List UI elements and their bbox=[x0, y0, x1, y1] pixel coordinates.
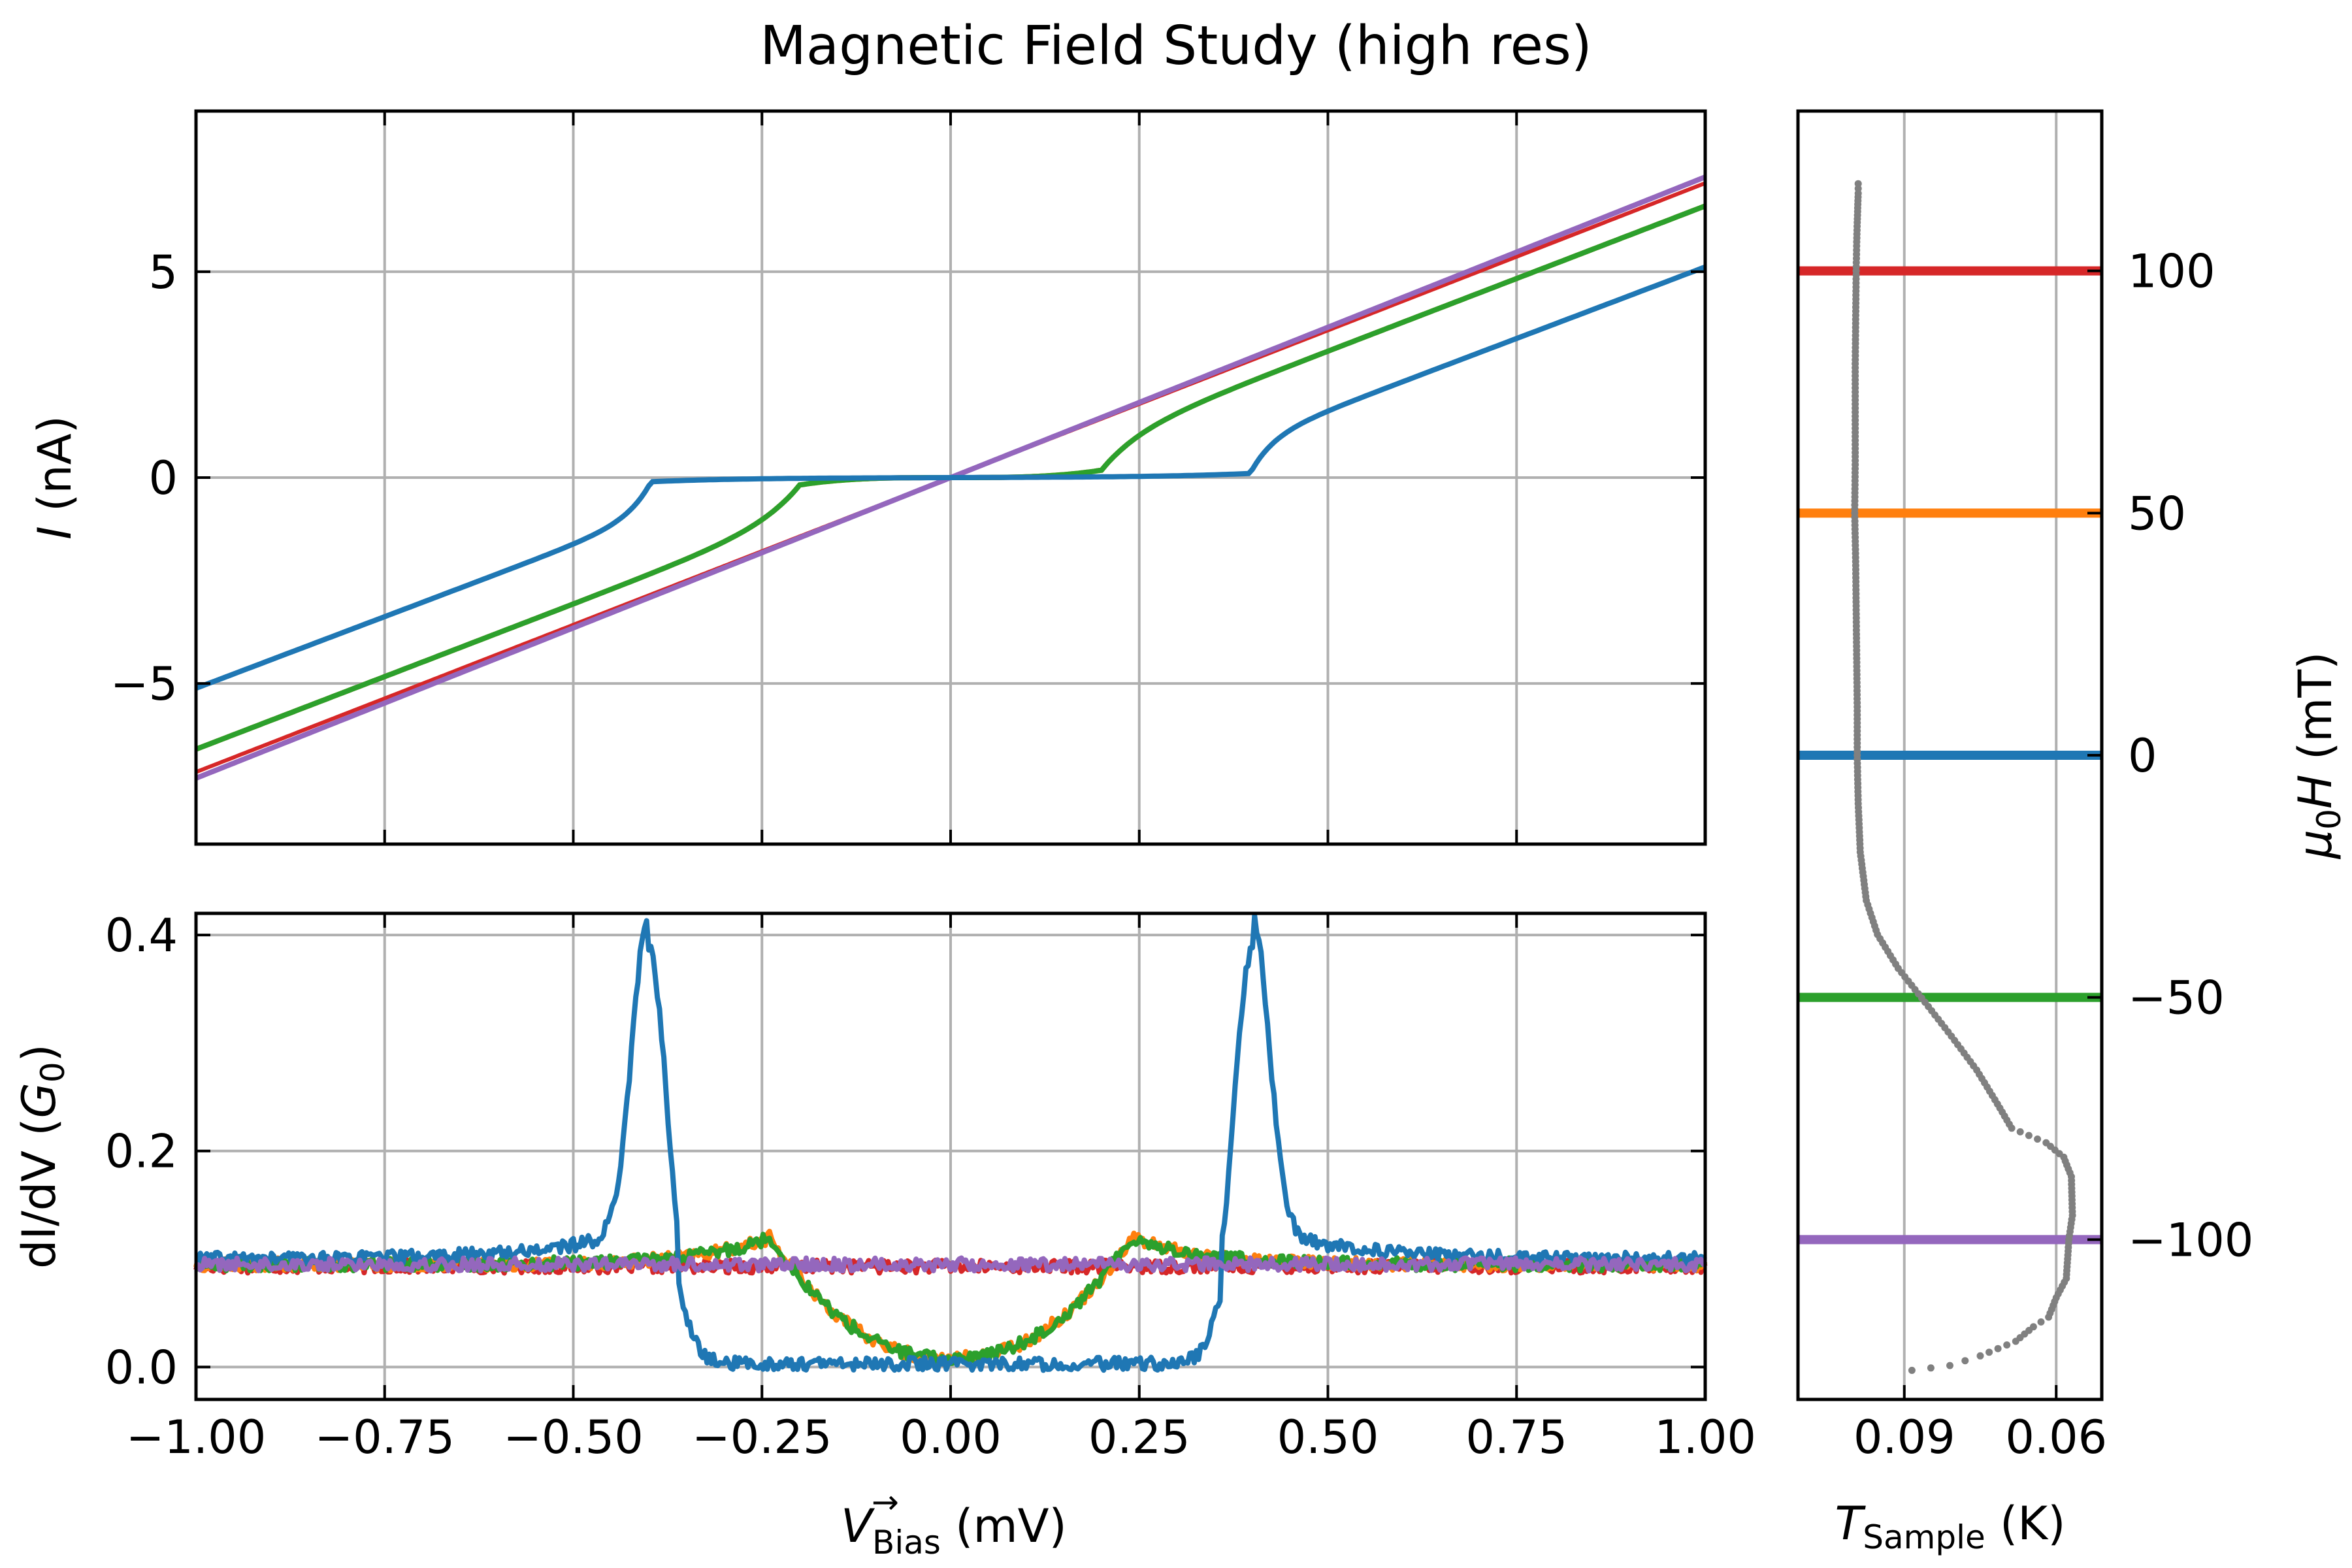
iv-panel: −5 0 5 I (nA) bbox=[28, 109, 1707, 846]
ft-point bbox=[2003, 1341, 2011, 1349]
ft-ytick-label: 100 bbox=[2128, 245, 2215, 299]
didv-ylabel: dI/dV (G0) bbox=[12, 1044, 72, 1269]
didv-ytick-label: 0.0 bbox=[105, 1341, 178, 1394]
bias-xlabel: VBias (mV) bbox=[841, 1499, 1067, 1561]
didv-xtick-label: −1.00 bbox=[126, 1411, 267, 1464]
iv-ticks: −5 0 5 bbox=[110, 111, 1707, 844]
ft-xlabel: TSample (K) bbox=[1835, 1497, 2065, 1556]
didv-ytick-label: 0.2 bbox=[105, 1125, 178, 1179]
iv-series-group bbox=[195, 174, 1707, 781]
ft-point bbox=[2045, 1313, 2053, 1321]
ft-point bbox=[2034, 1135, 2042, 1143]
didv-xtick-label: 0.25 bbox=[1088, 1411, 1190, 1464]
ft-point bbox=[2016, 1128, 2024, 1135]
didv-xtick-label: −0.25 bbox=[692, 1411, 832, 1464]
ft-point bbox=[2037, 1318, 2045, 1326]
bias-xlabel-arrow: → bbox=[872, 1483, 899, 1521]
ft-points bbox=[1851, 180, 2076, 1374]
ft-ylabel: μ0H (mT) bbox=[2289, 652, 2348, 860]
ft-xtick-label: 0.06 bbox=[2005, 1411, 2107, 1464]
ft-point bbox=[1927, 1364, 1935, 1372]
ft-ticks: 0.09 0.06 100 50 0 −50 −100 bbox=[1854, 245, 2253, 1464]
didv-panel: −1.00 −0.75 −0.50 −0.25 0.00 0.25 0.50 0.75 1.00… bbox=[12, 909, 1756, 1561]
ft-ytick-label: 50 bbox=[2128, 487, 2186, 540]
ft-point bbox=[1908, 1367, 1916, 1374]
iv-ylabel: I (nA) bbox=[28, 416, 82, 540]
didv-xtick-label: −0.75 bbox=[314, 1411, 455, 1464]
didv-series-group bbox=[193, 913, 1708, 1373]
ft-point bbox=[1946, 1362, 1953, 1369]
didv-xtick-label: 0.50 bbox=[1277, 1411, 1379, 1464]
ft-point bbox=[1985, 1348, 1993, 1356]
ft-point bbox=[1994, 1345, 2002, 1352]
didv-xtick-label: 1.00 bbox=[1654, 1411, 1756, 1464]
iv-series-blue bbox=[195, 264, 1707, 691]
ft-point bbox=[1961, 1357, 1969, 1365]
ft-frame bbox=[1796, 109, 2104, 1401]
field-temperature-panel: 0.09 0.06 100 50 0 −50 −100 TSample (K) μ0H (m… bbox=[1796, 109, 2348, 1556]
ft-xtick-label: 0.09 bbox=[1854, 1411, 1955, 1464]
didv-ticks: −1.00 −0.75 −0.50 −0.25 0.00 0.25 0.50 0.75 1.00… bbox=[105, 909, 1756, 1464]
iv-ytick-label: 0 bbox=[148, 451, 178, 505]
didv-xtick-label: 0.00 bbox=[900, 1411, 1002, 1464]
ft-point bbox=[2008, 1124, 2016, 1132]
ft-point bbox=[2025, 1132, 2033, 1139]
didv-ytick-label: 0.4 bbox=[105, 909, 178, 962]
iv-ytick-label: −5 bbox=[110, 657, 178, 711]
didv-frame bbox=[194, 911, 1707, 1401]
didv-series-blue bbox=[195, 913, 1707, 1373]
ft-point bbox=[2012, 1337, 2019, 1345]
didv-xtick-label: −0.50 bbox=[503, 1411, 644, 1464]
ft-ytick-label: 0 bbox=[2128, 729, 2157, 783]
didv-series-purple bbox=[195, 1255, 1707, 1274]
figure-title: Magnetic Field Study (high res) bbox=[760, 15, 1592, 77]
didv-xtick-label: 0.75 bbox=[1465, 1411, 1567, 1464]
iv-ytick-label: 5 bbox=[148, 246, 178, 299]
ft-point bbox=[1976, 1352, 1984, 1360]
ft-hlines bbox=[1798, 266, 2102, 1245]
ft-ytick-label: −100 bbox=[2128, 1213, 2253, 1267]
didv-grid bbox=[195, 913, 1707, 1399]
ft-ytick-label: −50 bbox=[2128, 972, 2225, 1025]
iv-frame bbox=[194, 109, 1707, 846]
